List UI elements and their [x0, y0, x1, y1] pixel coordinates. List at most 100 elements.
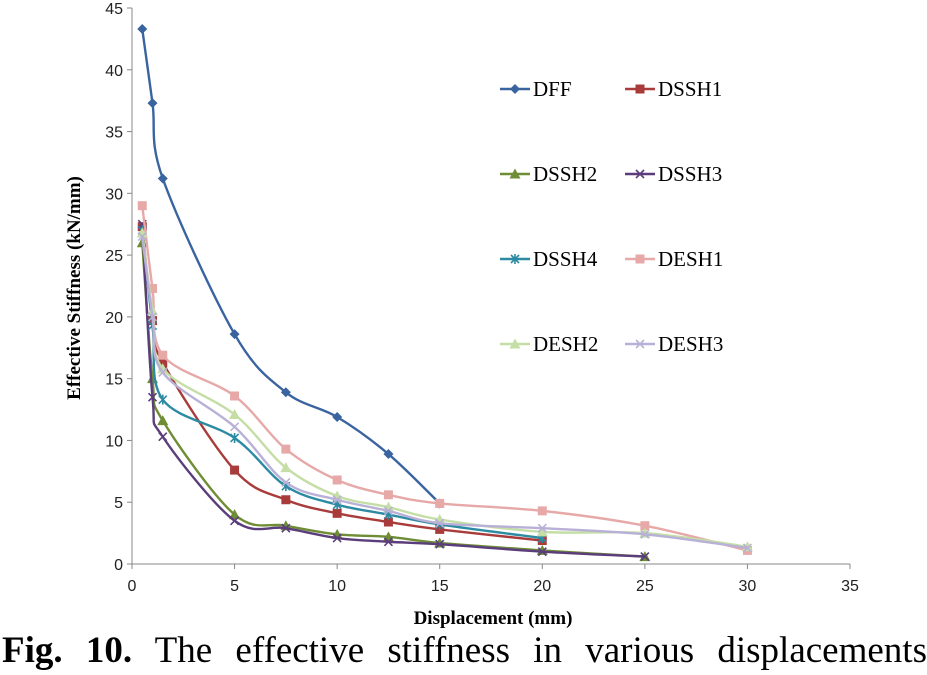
series-line-dssh3: [141, 224, 645, 558]
series-dff: [137, 24, 445, 509]
data-point-desh2: [280, 462, 292, 473]
x-tick-label: 15: [431, 578, 449, 595]
data-point-desh1: [537, 506, 547, 516]
series-line-dssh4: [141, 230, 543, 540]
legend-marker-dssh1: [635, 84, 645, 94]
series-line-desh3: [141, 236, 748, 550]
data-point-desh3: [383, 506, 393, 516]
data-point-dssh1: [383, 517, 393, 527]
data-point-dssh3: [640, 552, 650, 562]
legend-label-dssh1: DSSH1: [658, 77, 722, 101]
data-point-dssh3: [147, 392, 158, 402]
data-point-desh2: [536, 526, 548, 537]
data-point-desh2: [229, 408, 241, 419]
data-point-desh1: [137, 201, 147, 211]
data-point-dssh3: [158, 432, 168, 442]
chart-axes: 0 5 10 15 20 25 30 35 40 45 0 5 10 15 20 25 30 35: [105, 1, 859, 595]
legend-label-desh2: DESH2: [533, 332, 598, 356]
x-tick-label: 25: [636, 578, 654, 595]
legend-label-dssh2: DSSH2: [533, 162, 597, 186]
series-dssh4: [137, 225, 547, 544]
data-point-desh1: [332, 475, 342, 485]
data-point-dff: [147, 98, 158, 109]
data-point-dssh1: [281, 495, 291, 505]
data-point-dff: [229, 329, 240, 340]
data-point-dff: [157, 173, 168, 184]
data-point-dssh3: [332, 533, 342, 543]
series-line-dff: [141, 28, 441, 505]
data-point-desh1: [281, 444, 291, 454]
figure-caption-text: The effective stiffness in various displ…: [154, 630, 927, 671]
legend-marker-dssh3: [635, 169, 645, 179]
legend-marker-dssh4: [510, 254, 520, 264]
legend-marker-desh1: [635, 254, 645, 264]
legend-item-dff: DFF: [500, 77, 572, 101]
data-point-dssh4: [230, 432, 240, 443]
figure-caption: Fig. 10. The effective stiffness in vari…: [2, 628, 927, 675]
data-point-dff: [137, 24, 148, 35]
series-desh2: [136, 227, 753, 552]
legend-item-desh3: DESH3: [625, 332, 723, 356]
y-tick-label: 0: [114, 557, 123, 574]
y-tick-label: 20: [105, 310, 123, 327]
legend-label-dssh3: DSSH3: [658, 162, 722, 186]
x-tick-label: 35: [841, 578, 859, 595]
data-point-desh3: [640, 529, 650, 539]
legend-label-desh1: DESH1: [658, 247, 723, 271]
data-point-dssh2: [229, 509, 241, 520]
data-point-dssh3: [435, 539, 445, 549]
y-tick-label: 35: [105, 125, 123, 142]
y-axis-title: Effective Stiffness (kN/mm): [64, 176, 85, 400]
y-tick-label: 30: [105, 186, 123, 203]
chart-series: [136, 24, 753, 562]
data-point-dff: [383, 449, 394, 460]
legend-item-dssh2: DSSH2: [500, 162, 597, 186]
legend-item-desh2: DESH2: [500, 332, 598, 356]
x-tick-label: 30: [739, 578, 757, 595]
data-point-desh3: [158, 367, 168, 378]
legend-item-dssh1: DSSH1: [625, 77, 722, 101]
y-tick-label: 45: [105, 1, 123, 18]
data-point-desh1: [148, 283, 158, 293]
legend-label-dff: DFF: [533, 77, 572, 101]
series-line-desh2: [141, 232, 748, 548]
data-point-dssh3: [281, 523, 291, 533]
chart-legend: DFF DSSH1 DSSH2 DSSH3 DSSH4 DESH1 DESH2 DESH3: [500, 77, 723, 356]
data-point-dssh1: [230, 465, 240, 475]
legend-label-dssh4: DSSH4: [533, 247, 598, 271]
data-point-dff: [280, 387, 291, 398]
data-point-desh3: [332, 495, 342, 505]
data-point-dff: [332, 411, 343, 422]
y-tick-label: 40: [105, 63, 123, 80]
data-point-desh1: [435, 498, 445, 508]
legend-marker-desh3: [635, 339, 645, 349]
data-point-desh3: [137, 232, 147, 242]
data-point-dssh3: [230, 516, 240, 526]
effective-stiffness-chart: 0 5 10 15 20 25 30 35 40 45 0 5 10 15 20 25 30 35 DFF DSSH…: [64, 1, 859, 629]
legend-marker-desh2: [509, 338, 521, 349]
figure-caption-label: Fig. 10.: [2, 630, 133, 671]
data-point-dssh1: [158, 358, 168, 368]
series-desh3: [137, 232, 752, 553]
data-point-dssh3: [537, 547, 547, 557]
y-tick-label: 25: [105, 248, 123, 265]
data-point-desh3: [147, 312, 158, 322]
data-point-dssh1: [332, 508, 342, 518]
y-tick-label: 15: [105, 372, 123, 389]
legend-item-dssh3: DSSH3: [625, 162, 722, 186]
data-point-desh3: [435, 518, 445, 528]
data-point-dssh3: [383, 537, 393, 547]
y-tick-label: 10: [105, 433, 123, 450]
legend-item-desh1: DESH1: [625, 247, 723, 271]
x-tick-label: 5: [230, 578, 239, 595]
data-point-dssh4: [158, 394, 168, 405]
legend-marker-dssh2: [509, 168, 521, 179]
series-line-dssh1: [141, 226, 543, 542]
x-tick-label: 10: [328, 578, 346, 595]
series-line-desh1: [141, 205, 748, 552]
data-point-desh3: [230, 422, 240, 432]
data-point-desh1: [158, 350, 168, 360]
x-tick-label: 0: [128, 578, 137, 595]
data-point-desh3: [742, 543, 752, 553]
x-axis-title: Displacement (mm): [414, 608, 573, 629]
